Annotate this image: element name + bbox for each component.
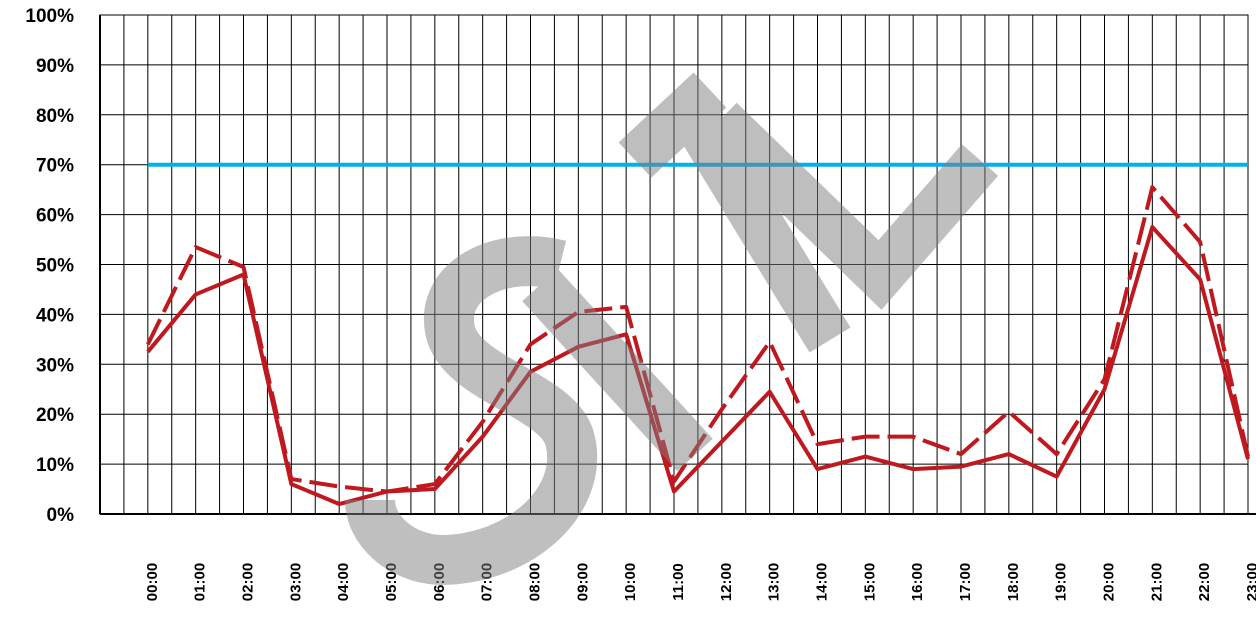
y-tick-label: 10% (36, 455, 74, 476)
y-tick-label: 100% (25, 6, 74, 27)
x-tick-label: 17:00 (957, 563, 974, 601)
series-line-1 (146, 225, 1250, 507)
y-tick-label: 50% (36, 256, 74, 277)
x-tick-label: 04:00 (335, 563, 352, 601)
x-tick-label: 15:00 (861, 563, 878, 601)
watermark (345, 72, 999, 586)
watermark-letter-s (345, 236, 598, 586)
x-tick-label: 01:00 (192, 563, 209, 601)
x-tick-label: 14:00 (813, 563, 830, 601)
y-tick-label: 20% (36, 405, 74, 426)
y-axis-ticks: 0% 10% 20% 30% 40% 50% 60% 70% 80% 90% 100% (25, 6, 74, 526)
x-tick-label: 13:00 (766, 563, 783, 601)
y-tick-label: 90% (36, 56, 74, 77)
x-tick-label: 09:00 (574, 563, 591, 601)
x-tick-label: 20:00 (1100, 563, 1117, 601)
x-axis-ticks: 00:00 01:00 02:00 03:00 04:00 05:00 06:00 07:00… (144, 563, 1256, 601)
grid-lines (99, 14, 1256, 515)
x-tick-label: 16:00 (909, 563, 926, 601)
x-tick-label: 02:00 (239, 563, 256, 601)
x-tick-label: 18:00 (1005, 563, 1022, 601)
x-tick-label: 03:00 (287, 563, 304, 601)
y-tick-label: 0% (47, 505, 75, 526)
y-tick-label: 30% (36, 355, 74, 376)
watermark-letter-t-stem (522, 268, 713, 472)
watermark-letter-l (703, 102, 999, 310)
y-tick-label: 60% (36, 206, 74, 227)
y-tick-label: 80% (36, 106, 74, 127)
x-tick-label: 11:00 (670, 563, 687, 601)
watermark-letter-t-upper (669, 97, 851, 353)
x-tick-label: 10:00 (622, 563, 639, 601)
y-tick-label: 40% (36, 305, 74, 326)
x-tick-label: 00:00 (144, 563, 161, 601)
x-tick-label: 08:00 (526, 563, 543, 601)
x-tick-label: 12:00 (718, 563, 735, 601)
x-tick-label: 19:00 (1053, 563, 1070, 601)
x-tick-label: 23:00 (1244, 563, 1256, 601)
x-tick-label: 22:00 (1196, 563, 1213, 601)
y-tick-label: 70% (36, 156, 74, 177)
x-tick-label: 21:00 (1148, 563, 1165, 601)
